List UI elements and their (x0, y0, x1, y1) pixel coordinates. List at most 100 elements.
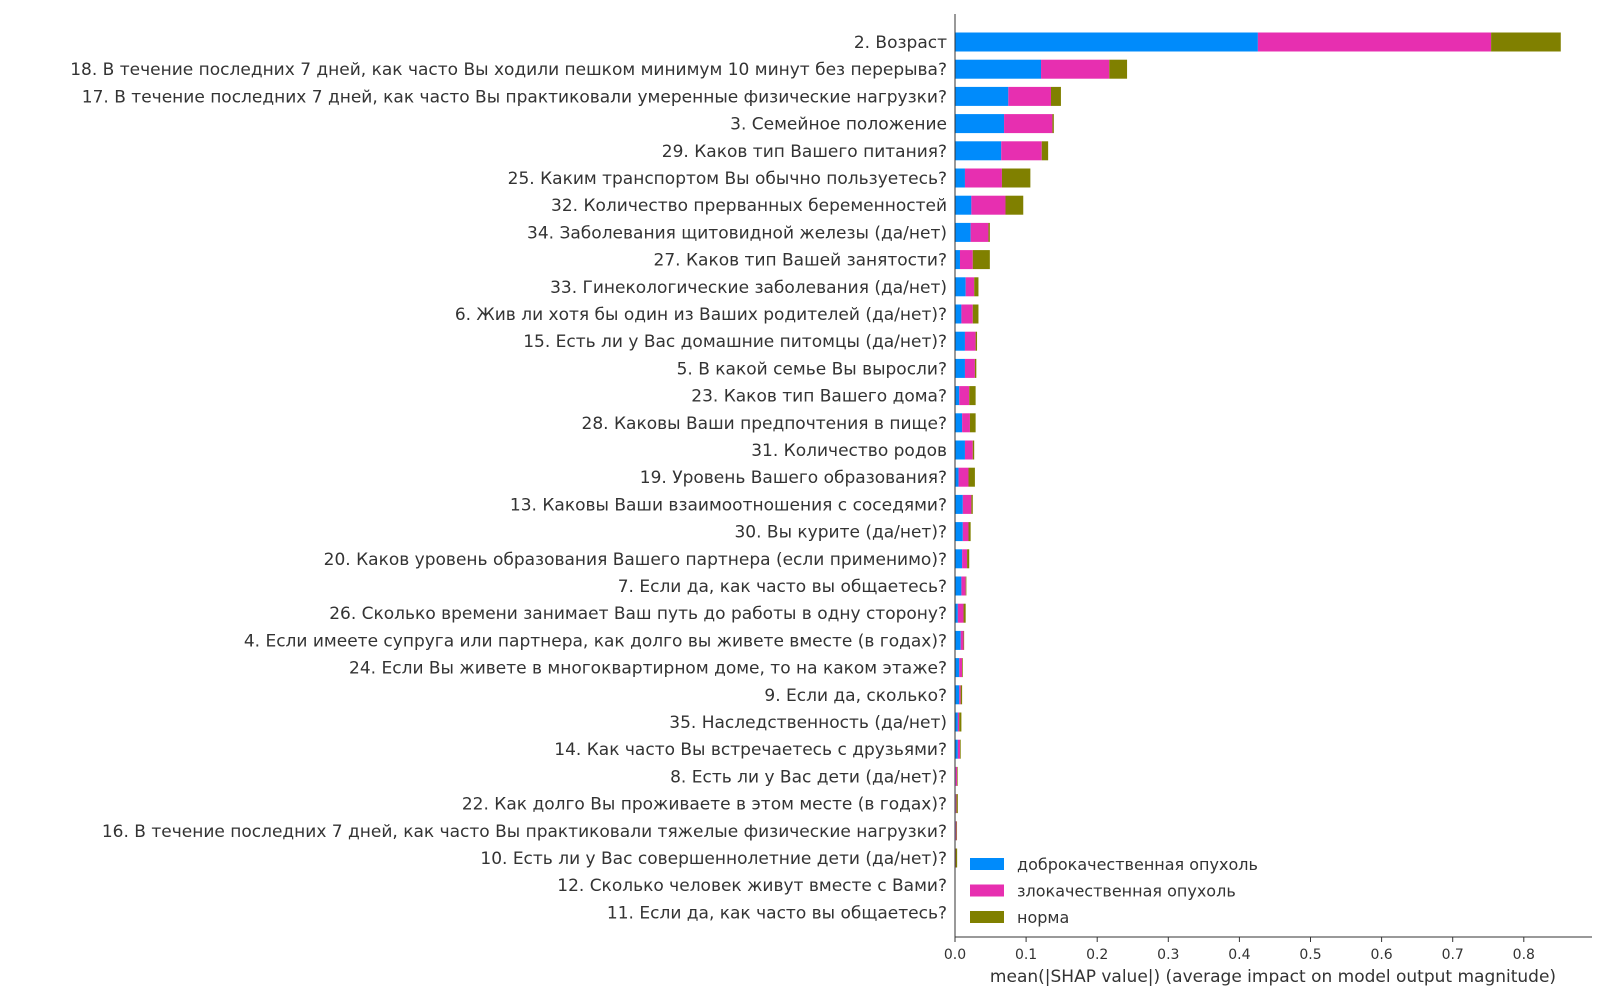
bar-26-series-1 (955, 712, 958, 732)
category-label: 34. Заболевания щитовидной железы (да/не… (527, 223, 947, 243)
category-label: 11. Если да, как часто вы общаетесь? (607, 903, 947, 923)
bar-20-series-2 (962, 549, 968, 569)
bar-23-series-2 (960, 630, 964, 650)
category-label: 30. Вы курите (да/нет)? (734, 523, 947, 543)
category-label: 2. Возраст (854, 33, 947, 53)
bar-7-series-3 (1005, 195, 1024, 215)
category-label: 5. В какой семье Вы выросли? (677, 359, 947, 379)
bar-28-series-2 (955, 766, 958, 786)
bar-2-series-2 (1041, 59, 1110, 79)
bar-22-series-1 (955, 603, 958, 623)
category-label: 19. Уровень Вашего образования? (640, 468, 947, 488)
bar-21-series-2 (961, 576, 966, 596)
bar-11-series-3 (972, 304, 979, 324)
bar-24-series-1 (955, 658, 960, 678)
bar-29-series-2 (955, 794, 957, 814)
bar-17-series-3 (968, 467, 975, 487)
bar-5-series-2 (1001, 141, 1042, 161)
category-label: 16. В течение последних 7 дней, как част… (102, 822, 947, 842)
bar-11-series-2 (961, 304, 973, 324)
bar-17-series-1 (955, 467, 959, 487)
category-label: 6. Жив ли хотя бы один из Ваших родителе… (455, 305, 947, 325)
bar-12-series-2 (964, 331, 976, 351)
bar-22-series-3 (963, 603, 966, 623)
legend-swatch (970, 884, 1004, 897)
bar-25-series-3 (960, 685, 963, 705)
bar-13-series-1 (955, 358, 965, 378)
x-tick-label: 0.0 (944, 947, 966, 963)
x-tick-label: 0.2 (1086, 947, 1108, 963)
category-label: 9. Если да, сколько? (764, 686, 947, 706)
bar-8-series-2 (970, 222, 989, 242)
bar-25-series-2 (959, 685, 961, 705)
x-tick-label: 0.3 (1157, 947, 1179, 963)
category-labels: 2. Возраст 18. В течение последних 7 дней… (70, 33, 947, 923)
bar-18-series-3 (971, 494, 973, 514)
bar-6-series-2 (964, 168, 1002, 188)
bar-16-series-2 (964, 440, 973, 460)
bar-8-series-1 (955, 222, 971, 242)
category-label: 28. Каковы Ваши предпочтения в пище? (582, 414, 947, 434)
bar-4-series-3 (1052, 114, 1054, 134)
bar-2-series-1 (955, 59, 1042, 79)
bar-25-series-1 (955, 685, 960, 705)
bar-26-series-2 (957, 712, 960, 732)
bar-21-series-3 (965, 576, 967, 596)
x-tick-label: 0.8 (1513, 947, 1535, 963)
bars-group (955, 32, 1561, 868)
bar-4-series-1 (955, 114, 1005, 134)
bar-5-series-1 (955, 141, 1002, 161)
category-label: 7. Если да, как часто вы общаетесь? (618, 577, 947, 597)
bar-1-series-1 (955, 32, 1258, 52)
bar-26-series-3 (959, 712, 962, 732)
bar-27-series-3 (959, 739, 961, 759)
bar-21-series-1 (955, 576, 962, 596)
category-label: 12. Сколько человек живут вместе с Вами? (557, 876, 947, 896)
bar-24-series-2 (959, 658, 963, 678)
bar-9-series-2 (959, 250, 973, 270)
bar-13-series-3 (974, 358, 977, 378)
category-label: 27. Каков тип Вашей занятости? (654, 251, 947, 271)
bar-31-series-3 (955, 848, 958, 868)
bar-15-series-1 (955, 413, 963, 433)
category-label: 20. Каков уровень образования Вашего пар… (324, 550, 947, 570)
category-label: 29. Каков тип Вашего питания? (662, 142, 947, 162)
x-tick-label: 0.6 (1370, 947, 1392, 963)
bar-18-series-2 (962, 494, 972, 514)
x-tick-label: 0.1 (1015, 947, 1037, 963)
x-tick-label: 0.4 (1228, 947, 1250, 963)
bar-1-series-3 (1491, 32, 1561, 52)
category-label: 26. Сколько времени занимает Ваш путь до… (329, 604, 947, 624)
bar-3-series-1 (955, 86, 1009, 106)
category-label: 14. Как часто Вы встречаетесь с друзьями… (554, 740, 947, 760)
bar-8-series-3 (988, 222, 990, 242)
bar-17-series-2 (958, 467, 969, 487)
bar-28-series-3 (957, 766, 958, 786)
legend-label: доброкачественная опухоль (1017, 855, 1258, 874)
bar-6-series-3 (1001, 168, 1031, 188)
bar-20-series-3 (967, 549, 970, 569)
category-label: 33. Гинекологические заболевания (да/нет… (550, 278, 947, 298)
category-label: 8. Есть ли у Вас дети (да/нет)? (670, 767, 947, 787)
category-label: 18. В течение последних 7 дней, как част… (70, 60, 947, 80)
x-tick-label: 0.7 (1442, 947, 1464, 963)
bar-30-series-2 (955, 821, 957, 841)
bar-29-series-3 (956, 794, 958, 814)
bar-19-series-3 (968, 522, 971, 542)
bar-14-series-3 (969, 386, 976, 406)
bar-23-series-1 (955, 630, 961, 650)
bar-7-series-2 (971, 195, 1006, 215)
bar-13-series-2 (964, 358, 975, 378)
category-label: 4. Если имеете супруга или партнера, как… (244, 631, 947, 651)
bar-20-series-1 (955, 549, 963, 569)
bar-19-series-1 (955, 522, 963, 542)
bar-12-series-1 (955, 331, 965, 351)
bar-9-series-3 (972, 250, 990, 270)
bar-30-series-3 (956, 821, 958, 841)
category-label: 31. Количество родов (751, 441, 947, 461)
bar-15-series-2 (962, 413, 970, 433)
legend-swatch (970, 858, 1004, 870)
bar-3-series-2 (1008, 86, 1051, 106)
bar-3-series-3 (1050, 86, 1061, 106)
